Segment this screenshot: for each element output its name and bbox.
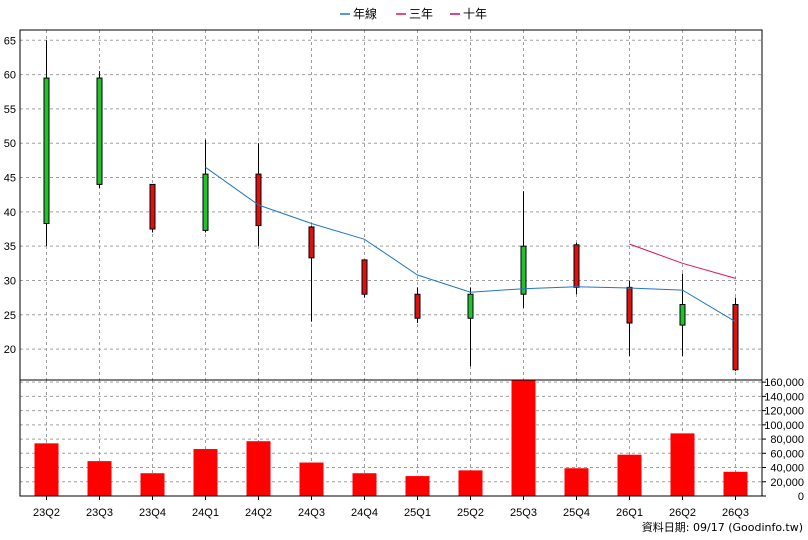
x-tick-label: 26Q3 xyxy=(722,507,749,519)
price-tick-label: 45 xyxy=(4,173,16,185)
volume-series xyxy=(34,380,748,496)
volume-bar-24Q1 xyxy=(193,449,218,496)
candle-23Q2 xyxy=(43,40,50,247)
price-tick-label: 55 xyxy=(4,104,16,116)
volume-tick-label: 20,000 xyxy=(770,477,804,489)
candle-body xyxy=(255,173,262,227)
volume-bar-24Q2 xyxy=(246,441,271,496)
candle-body xyxy=(467,293,474,319)
price-tick-label: 20 xyxy=(4,344,16,356)
volume-tick-label: 60,000 xyxy=(770,448,804,460)
volume-tick-label: 140,000 xyxy=(764,391,804,403)
price-tick-label: 40 xyxy=(4,207,16,219)
price-tick-label: 60 xyxy=(4,70,16,82)
candle-25Q1 xyxy=(414,287,421,324)
x-tick-label: 25Q3 xyxy=(510,507,537,519)
x-tick-label: 26Q2 xyxy=(669,507,696,519)
candle-body xyxy=(732,304,739,371)
candle-23Q4 xyxy=(149,183,156,233)
legend-label: 年線 xyxy=(353,6,377,21)
volume-bar-26Q1 xyxy=(617,454,642,496)
candlestick-series xyxy=(43,40,739,372)
x-tick-label: 23Q4 xyxy=(139,507,166,519)
volume-bar-25Q2 xyxy=(458,470,483,496)
candle-body xyxy=(679,304,686,326)
candle-24Q4 xyxy=(361,259,368,298)
x-tick-label: 25Q2 xyxy=(457,507,484,519)
legend-item-1: 年線 xyxy=(340,6,377,21)
price-panel-frame xyxy=(19,29,763,381)
x-tick-label: 24Q1 xyxy=(192,507,219,519)
candle-24Q1 xyxy=(202,139,209,233)
x-tick-label: 23Q2 xyxy=(33,507,60,519)
volume-tick-label: 80,000 xyxy=(770,434,804,446)
candle-26Q2 xyxy=(679,273,686,356)
candle-26Q1 xyxy=(626,280,633,356)
candle-25Q4 xyxy=(573,242,580,295)
candle-26Q3 xyxy=(732,297,739,372)
price-tick-label: 50 xyxy=(4,138,16,150)
volume-grid xyxy=(20,380,762,496)
volume-bar-24Q4 xyxy=(352,473,377,496)
candle-body xyxy=(573,244,580,288)
volume-tick-label: 0 xyxy=(798,491,804,503)
candle-24Q2 xyxy=(255,143,262,247)
legend-item-2: 三年 xyxy=(396,7,433,21)
volume-tick-label: 120,000 xyxy=(764,406,804,418)
ma-line-2 xyxy=(629,243,736,279)
candle-25Q3 xyxy=(520,191,527,308)
x-tick-label: 26Q1 xyxy=(616,507,643,519)
x-tick-label: 24Q3 xyxy=(298,507,325,519)
candle-25Q2 xyxy=(467,287,474,367)
volume-bar-24Q3 xyxy=(299,462,324,496)
candle-body xyxy=(414,293,421,319)
candle-body xyxy=(626,286,633,324)
volume-panel-frame xyxy=(19,379,763,497)
legend-label: 三年 xyxy=(409,7,433,21)
x-tick-label: 24Q2 xyxy=(245,507,272,519)
candle-24Q3 xyxy=(308,225,315,322)
chart-legend: 年線 三年 十年 xyxy=(340,6,487,21)
volume-bar-25Q4 xyxy=(564,468,589,496)
volume-bar-23Q4 xyxy=(140,473,165,496)
legend-label: 十年 xyxy=(463,7,487,21)
moving-average-lines xyxy=(205,166,736,323)
candle-body xyxy=(43,77,50,225)
price-grid xyxy=(20,30,762,380)
source-note: 資料日期: 09/17 (Goodinfo.tw) xyxy=(642,520,803,534)
price-axis: 65 60 55 50 45 40 35 30 25 20 xyxy=(4,35,16,356)
candle-body xyxy=(361,259,368,295)
candle-body xyxy=(96,77,103,185)
price-tick-label: 25 xyxy=(4,310,16,322)
ma-line-1 xyxy=(205,166,736,323)
price-tick-label: 35 xyxy=(4,241,16,253)
x-tick-label: 23Q3 xyxy=(86,507,113,519)
x-axis: 23Q2 23Q3 23Q4 24Q1 24Q2 24Q3 24Q4 25Q1 25Q2 25Q3… xyxy=(33,496,749,519)
price-tick-label: 30 xyxy=(4,275,16,287)
candle-body xyxy=(308,226,315,259)
legend-item-3: 十年 xyxy=(450,7,487,21)
candle-23Q3 xyxy=(96,71,103,188)
candle-body xyxy=(202,173,209,231)
volume-bar-23Q2 xyxy=(34,443,59,496)
volume-bar-23Q3 xyxy=(87,461,112,496)
volume-tick-label: 40,000 xyxy=(770,463,804,475)
volume-axis: 160,000 140,000 120,000 100,000 80,000 60,000… xyxy=(762,377,804,503)
candle-body xyxy=(149,183,156,230)
price-tick-label: 65 xyxy=(4,35,16,47)
volume-bar-26Q2 xyxy=(670,433,695,496)
x-tick-label: 25Q4 xyxy=(563,507,590,519)
volume-tick-label: 100,000 xyxy=(764,420,804,432)
volume-bar-25Q3 xyxy=(511,380,536,496)
x-tick-label: 24Q4 xyxy=(351,507,378,519)
volume-bar-26Q3 xyxy=(723,471,748,496)
chart-frames xyxy=(19,29,763,497)
candle-body xyxy=(520,245,527,295)
volume-tick-label: 160,000 xyxy=(764,377,804,389)
volume-bar-25Q1 xyxy=(405,476,430,496)
x-tick-label: 25Q1 xyxy=(404,507,431,519)
